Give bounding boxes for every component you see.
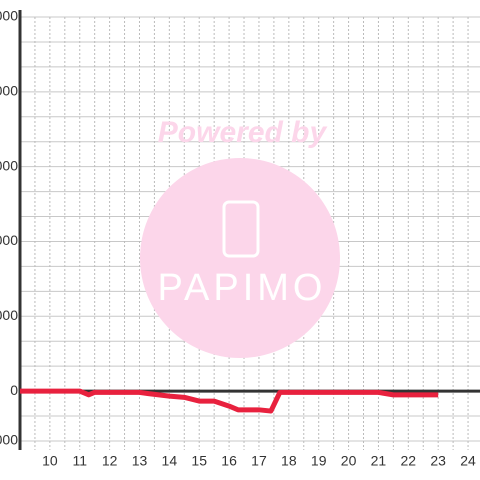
x-tick-label: 19	[311, 453, 327, 469]
y-tick-label: -20,000	[0, 432, 18, 448]
y-tick-label: 30,000	[0, 307, 18, 323]
x-tick-label: 24	[460, 453, 476, 469]
x-tick-label: 20	[341, 453, 357, 469]
x-tick-label: 17	[251, 453, 267, 469]
x-tick-label: 12	[102, 453, 118, 469]
x-tick-label: 11	[72, 453, 87, 469]
x-tick-label: 13	[132, 453, 148, 469]
y-tick-label: 90,000	[0, 157, 18, 173]
x-tick-label: 22	[401, 453, 417, 469]
x-tick-label: 23	[430, 453, 446, 469]
y-tick-label: 60,000	[0, 232, 18, 248]
watermark-logo: PAPIMO	[158, 267, 327, 309]
x-tick-label: 18	[281, 453, 297, 469]
y-tick-label: 0	[10, 382, 18, 398]
watermark-text: Powered by	[158, 116, 328, 149]
watermark-circle	[140, 158, 340, 358]
x-tick-label: 14	[162, 453, 178, 469]
line	[20, 388, 439, 414]
x-tick-label: 10	[42, 453, 58, 469]
x-tick-label: 21	[371, 453, 387, 469]
watermark-icon	[222, 200, 260, 258]
y-tick-label: 120,000	[0, 83, 18, 99]
y-tick-label: 150,000	[0, 8, 18, 24]
x-tick-label: 16	[221, 453, 237, 469]
x-tick-label: 15	[191, 453, 207, 469]
